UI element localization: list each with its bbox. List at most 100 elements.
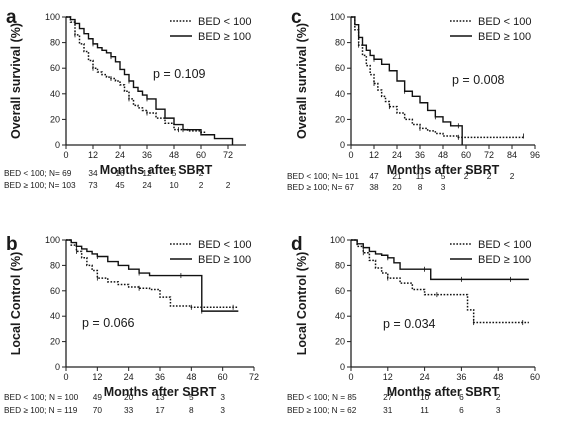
x-axis-title: Months after SBRT <box>100 163 213 177</box>
p-value: p = 0.109 <box>153 67 206 81</box>
risk-row-label: BED < 100; N = 100 <box>4 392 79 402</box>
risk-count: 45 <box>115 180 125 190</box>
y-tick-label: 80 <box>335 260 345 270</box>
risk-row-label: BED ≥ 100; N = 62 <box>287 405 357 415</box>
risk-count: 5 <box>189 392 194 402</box>
x-tick-label: 0 <box>63 372 68 382</box>
risk-count: 6 <box>459 405 464 415</box>
risk-count: 3 <box>441 182 446 192</box>
y-tick-label: 100 <box>330 235 345 245</box>
y-tick-label: 60 <box>335 63 345 73</box>
risk-count: 3 <box>220 392 225 402</box>
y-tick-label: 20 <box>50 114 60 124</box>
risk-count: 21 <box>392 171 402 181</box>
risk-count: 2 <box>226 180 231 190</box>
panel-letter: a <box>6 7 17 28</box>
risk-count: 10 <box>169 180 179 190</box>
risk-count: 8 <box>189 405 194 415</box>
series-line-bed-lt-100 <box>351 239 529 324</box>
risk-count: 6 <box>459 392 464 402</box>
series-line-bed-lt-100 <box>66 16 206 133</box>
legend-label: BED ≥ 100 <box>478 31 531 43</box>
x-tick-label: 36 <box>456 372 466 382</box>
panel-c: c 0 20 40 60 80 100 0 12 24 36 48 60 72 84 96 Months aft… <box>287 7 540 192</box>
y-axis-title: Overall survival (%) <box>9 23 23 139</box>
legend-label: BED < 100 <box>198 239 252 251</box>
series-line-bed-ge-100 <box>66 16 234 145</box>
x-tick-label: 72 <box>249 372 259 382</box>
panel-a: a 0 20 40 60 80 100 0 12 24 36 48 60 72 Months after S… <box>4 7 252 190</box>
x-tick-label: 60 <box>530 372 540 382</box>
x-tick-label: 0 <box>348 150 353 160</box>
x-tick-label: 36 <box>155 372 165 382</box>
risk-count: 2 <box>487 171 492 181</box>
y-axis-title: Overall survival (%) <box>295 23 309 139</box>
risk-count: 2 <box>464 171 469 181</box>
x-tick-label: 12 <box>92 372 102 382</box>
risk-count: 11 <box>416 171 425 181</box>
risk-count: 10 <box>420 392 430 402</box>
series-line-bed-lt-100 <box>351 16 525 139</box>
risk-count: 3 <box>496 405 501 415</box>
y-tick-label: 40 <box>50 89 60 99</box>
y-tick-label: 40 <box>50 311 60 321</box>
risk-count: 27 <box>383 392 393 402</box>
risk-count: 47 <box>369 171 379 181</box>
risk-count: 31 <box>383 405 393 415</box>
y-tick-label: 20 <box>335 114 345 124</box>
risk-count: 8 <box>418 182 423 192</box>
risk-count: 13 <box>155 392 165 402</box>
risk-count: 70 <box>93 405 103 415</box>
x-tick-label: 24 <box>124 372 134 382</box>
y-tick-label: 0 <box>340 362 345 372</box>
risk-count: 2 <box>199 168 204 178</box>
x-axis-title: Months after SBRT <box>104 385 217 399</box>
panel-letter: b <box>6 234 18 255</box>
y-tick-label: 20 <box>335 337 345 347</box>
risk-row-label: BED < 100; N= 101 <box>287 171 359 181</box>
risk-row-label: BED < 100; N = 85 <box>287 392 357 402</box>
y-tick-label: 60 <box>50 286 60 296</box>
x-tick-label: 12 <box>383 372 393 382</box>
y-tick-label: 40 <box>335 89 345 99</box>
legend-label: BED ≥ 100 <box>198 254 251 266</box>
risk-row-label: BED < 100; N= 69 <box>4 168 72 178</box>
risk-count: 2 <box>510 171 515 181</box>
x-tick-label: 24 <box>392 150 402 160</box>
risk-row-label: BED ≥ 100; N= 67 <box>287 182 354 192</box>
series-line-bed-ge-100 <box>66 239 239 312</box>
x-tick-label: 84 <box>507 150 517 160</box>
risk-row-label: BED ≥ 100; N = 119 <box>4 405 78 415</box>
risk-count: 49 <box>93 392 103 402</box>
series-line-bed-ge-100 <box>351 16 463 145</box>
legend-label: BED < 100 <box>198 16 252 28</box>
risk-count: 17 <box>155 405 165 415</box>
x-tick-label: 60 <box>461 150 471 160</box>
x-tick-label: 12 <box>88 150 98 160</box>
y-tick-label: 40 <box>335 311 345 321</box>
x-tick-label: 0 <box>348 372 353 382</box>
y-tick-label: 20 <box>50 337 60 347</box>
risk-count: 34 <box>88 168 98 178</box>
risk-count: 38 <box>369 182 379 192</box>
risk-row-label: BED ≥ 100; N= 103 <box>4 180 76 190</box>
y-tick-label: 0 <box>55 140 60 150</box>
risk-count: 20 <box>392 182 402 192</box>
risk-count: 20 <box>124 392 134 402</box>
risk-count: 24 <box>142 180 152 190</box>
x-tick-label: 96 <box>530 150 540 160</box>
y-axis-title: Local Control (%) <box>9 252 23 355</box>
x-tick-label: 24 <box>115 150 125 160</box>
risk-count: 11 <box>420 405 429 415</box>
legend-label: BED < 100 <box>478 16 532 28</box>
y-tick-label: 0 <box>55 362 60 372</box>
panel-b: b 0 20 40 60 80 100 0 12 24 36 48 60 72 Months after S… <box>4 234 259 415</box>
x-tick-label: 24 <box>420 372 430 382</box>
p-value: p = 0.066 <box>82 316 135 330</box>
risk-count: 5 <box>441 171 446 181</box>
x-tick-label: 48 <box>438 150 448 160</box>
panel-letter: c <box>291 7 302 28</box>
risk-count: 16 <box>115 168 125 178</box>
risk-count: 2 <box>199 180 204 190</box>
